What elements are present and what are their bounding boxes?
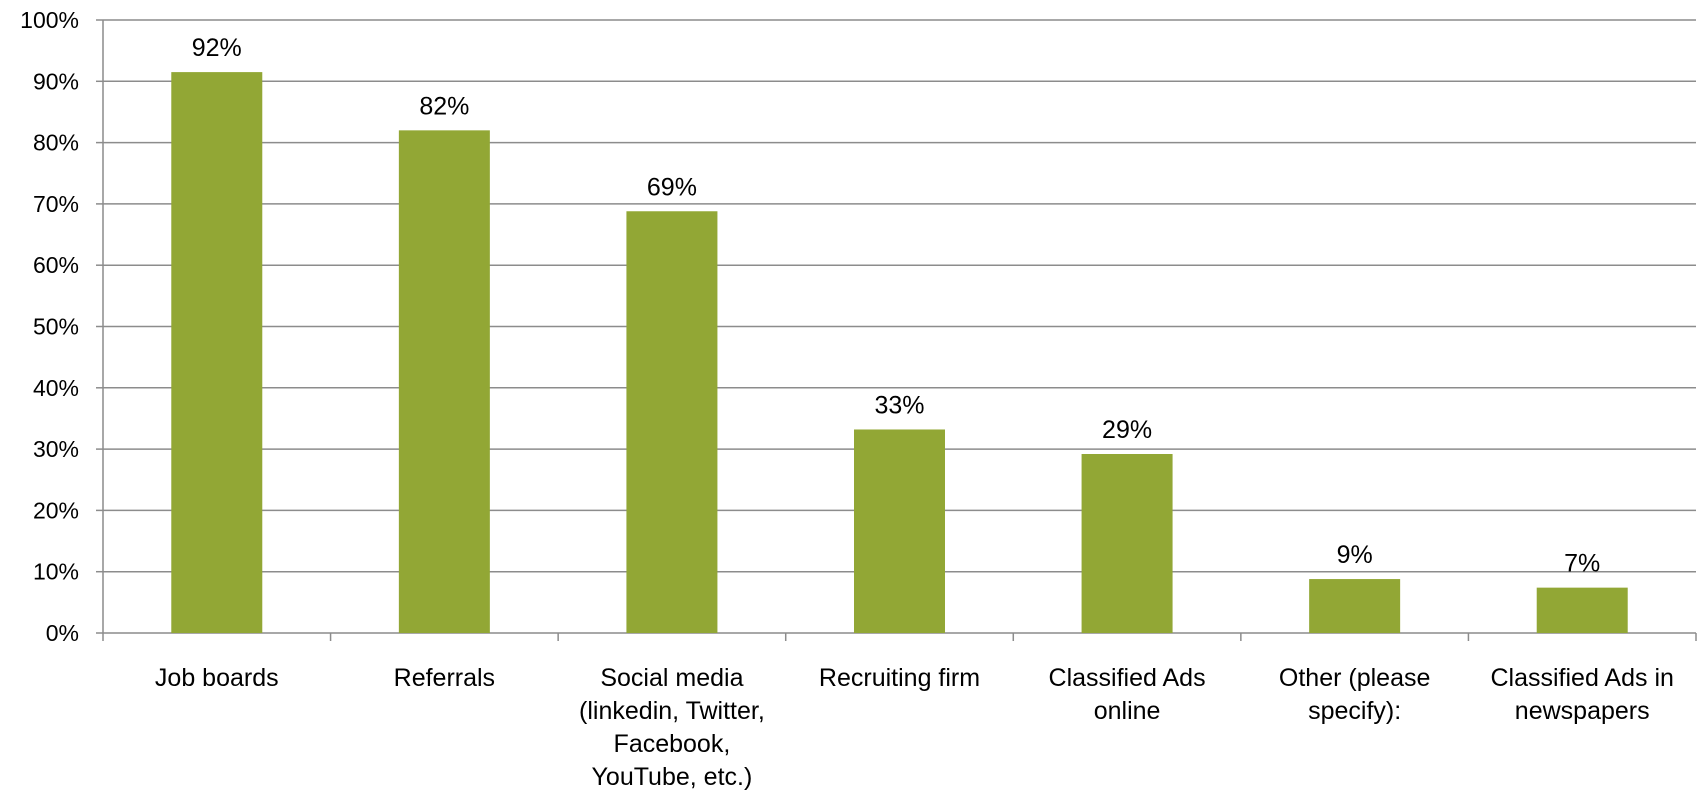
- x-tick-label: Social media (linkedin, Twitter, Facebook,…: [579, 664, 765, 791]
- y-tick-label: 70%: [33, 191, 79, 217]
- bar: [854, 429, 945, 633]
- data-label: 82%: [419, 92, 469, 120]
- data-label: 7%: [1564, 550, 1600, 578]
- bar: [398, 130, 490, 633]
- bar: [1536, 587, 1628, 633]
- bar: [1081, 454, 1173, 633]
- y-tick-label: 60%: [33, 252, 79, 278]
- bar: [1309, 579, 1401, 633]
- y-tick-label: 20%: [33, 497, 79, 523]
- x-tick-label: Referrals: [394, 664, 495, 692]
- data-label: 9%: [1337, 541, 1373, 569]
- data-label: 33%: [874, 391, 924, 419]
- y-tick-label: 50%: [33, 314, 79, 340]
- y-tick-label: 100%: [20, 7, 79, 33]
- x-tick-label: Other (please specify):: [1279, 664, 1430, 725]
- y-tick-label: 10%: [33, 559, 79, 585]
- x-tick-label: Classified Ads in newspapers: [1490, 664, 1673, 725]
- bar: [626, 211, 718, 634]
- gridlines: [103, 19, 1696, 573]
- y-tick-label: 30%: [33, 436, 79, 462]
- y-tick-label: 90%: [33, 68, 79, 94]
- bars: [171, 72, 1628, 634]
- data-labels: 92% 82% 69% 33% 29% 9% 7%: [192, 34, 1601, 578]
- x-tick-label: Job boards: [155, 664, 279, 692]
- data-label: 92%: [192, 34, 242, 62]
- data-label: 29%: [1102, 416, 1152, 444]
- data-label: 69%: [647, 173, 697, 201]
- x-tick-label: Classified Ads online: [1049, 664, 1206, 725]
- x-axis-tick-labels: Job boards Referrals Social media (linkedin…: [155, 664, 1674, 791]
- x-tick-label: Recruiting firm: [819, 664, 980, 692]
- bar: [171, 72, 263, 634]
- y-tick-label: 40%: [33, 375, 79, 401]
- y-axis-tick-labels: 0% 10% 20% 30% 40% 50% 60% 70% 80% 90% 100%: [20, 7, 79, 646]
- y-tick-label: 80%: [33, 130, 79, 156]
- y-tick-label: 0%: [46, 620, 79, 646]
